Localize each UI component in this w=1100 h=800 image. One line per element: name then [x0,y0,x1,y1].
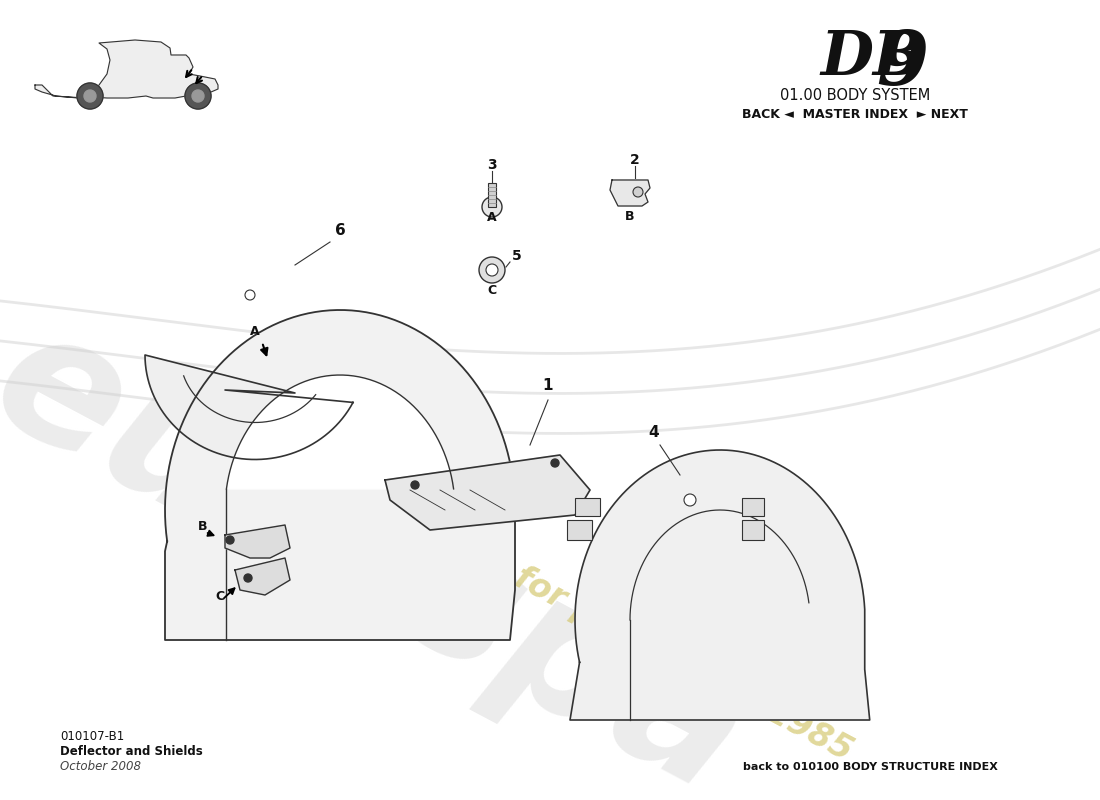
Circle shape [684,494,696,506]
Text: eurospa: eurospa [0,290,774,800]
Bar [566,520,592,540]
Polygon shape [35,40,218,98]
Text: 01.00 BODY SYSTEM: 01.00 BODY SYSTEM [780,88,931,103]
Polygon shape [610,180,650,206]
Circle shape [245,290,255,300]
Circle shape [244,574,252,582]
Text: 5: 5 [512,249,521,263]
Text: A: A [250,325,260,338]
Bar [488,183,496,207]
Text: 2: 2 [630,153,640,167]
Polygon shape [385,455,590,530]
Polygon shape [570,450,870,720]
Circle shape [411,481,419,489]
Bar [742,498,764,516]
Text: 1: 1 [542,378,553,393]
Bar [575,498,600,516]
Text: 4: 4 [649,425,659,440]
Circle shape [632,187,644,197]
Polygon shape [165,310,515,640]
Text: DB: DB [820,28,925,88]
Text: a passion for parts since 1985: a passion for parts since 1985 [341,472,858,768]
Text: BACK ◄  MASTER INDEX  ► NEXT: BACK ◄ MASTER INDEX ► NEXT [742,108,968,121]
Circle shape [482,197,502,217]
Text: A: A [487,211,497,224]
Text: B: B [625,210,635,223]
Polygon shape [235,558,290,595]
Text: 3: 3 [487,158,497,172]
Text: 010107-B1: 010107-B1 [60,730,124,743]
Text: C: C [214,590,224,603]
Polygon shape [227,375,453,489]
Text: 9: 9 [876,28,928,101]
Circle shape [192,90,204,102]
Circle shape [84,90,96,102]
Polygon shape [145,355,353,459]
Text: back to 010100 BODY STRUCTURE INDEX: back to 010100 BODY STRUCTURE INDEX [742,762,998,772]
Circle shape [77,83,103,109]
Text: 6: 6 [334,223,345,238]
Text: Deflector and Shields: Deflector and Shields [60,745,202,758]
Circle shape [478,257,505,283]
Text: C: C [487,284,496,297]
Circle shape [185,83,211,109]
Polygon shape [226,525,290,558]
Text: October 2008: October 2008 [60,760,141,773]
Circle shape [551,459,559,467]
Circle shape [226,536,234,544]
Text: B: B [198,520,208,533]
Circle shape [486,264,498,276]
Bar [742,520,764,540]
